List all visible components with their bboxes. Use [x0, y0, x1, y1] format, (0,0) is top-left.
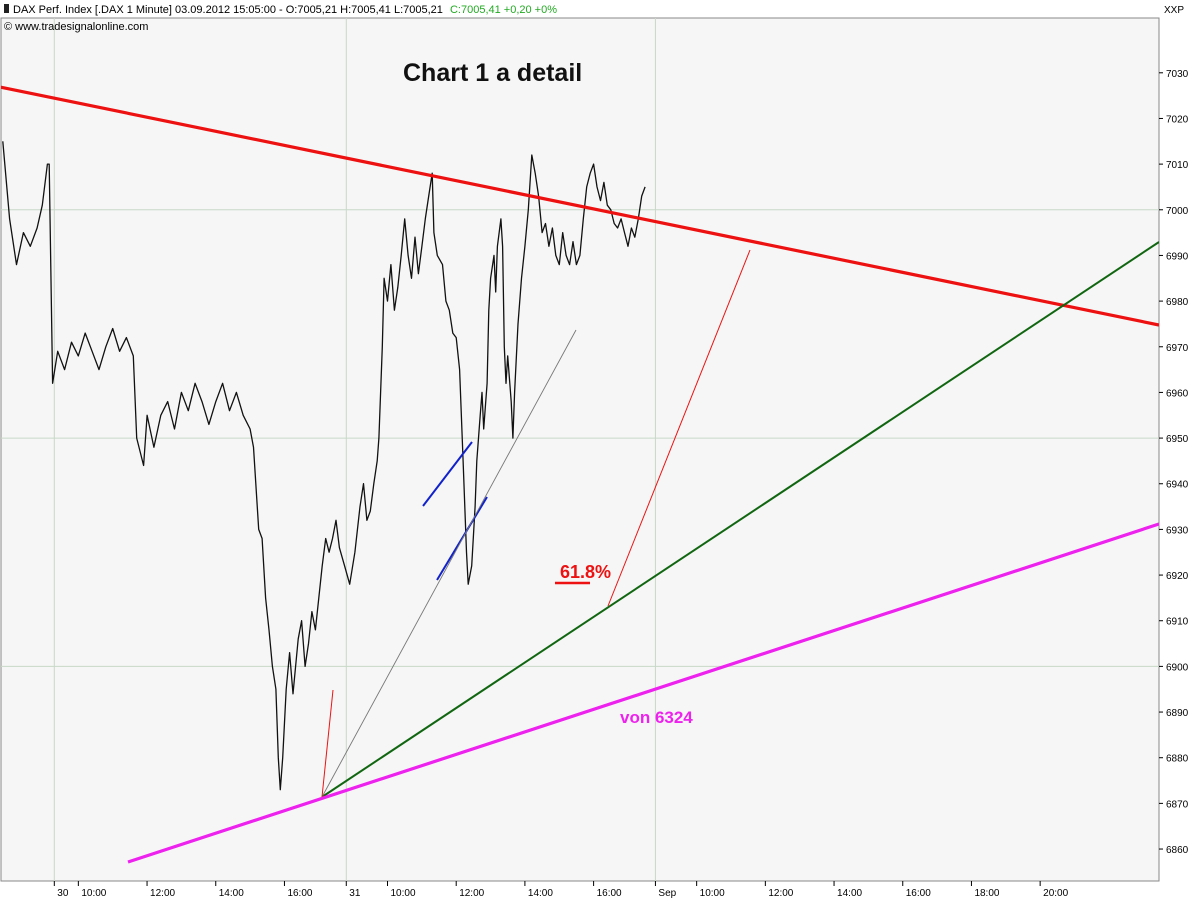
y-tick-label-6990: 6990: [1166, 251, 1189, 262]
x-tick-label-2: 12:00: [150, 888, 175, 899]
x-tick-label-8: 14:00: [528, 888, 553, 899]
y-tick-label-6950: 6950: [1166, 434, 1189, 445]
red-spike-line: [321, 689, 334, 798]
gray-connector-line: [321, 329, 577, 798]
green-uptrend-line: [321, 241, 1159, 798]
fib-618-label: 61.8%: [560, 562, 611, 582]
x-tick-label-16: 20:00: [1043, 888, 1068, 899]
price-series-layer: [2, 141, 646, 791]
resistance-trendline: [1, 85, 1159, 327]
y-tick-label-6860: 6860: [1166, 845, 1189, 856]
x-tick-label-14: 16:00: [906, 888, 931, 899]
y-tick-label-6880: 6880: [1166, 754, 1189, 765]
y-tick-label-6900: 6900: [1166, 662, 1189, 673]
x-tick-label-3: 14:00: [219, 888, 244, 899]
y-tick-label-6890: 6890: [1166, 708, 1189, 719]
y-tick-label-6870: 6870: [1166, 799, 1189, 810]
x-tick-label-11: 10:00: [700, 888, 725, 899]
x-tick-label-15: 18:00: [974, 888, 999, 899]
x-tick-label-5: 31: [349, 888, 361, 899]
y-tick-label-7020: 7020: [1166, 114, 1189, 125]
y-tick-label-7030: 7030: [1166, 69, 1189, 80]
von-6324-label: von 6324: [620, 708, 693, 727]
y-tick-label-6910: 6910: [1166, 617, 1189, 628]
x-tick-label-10: Sep: [658, 888, 676, 899]
x-tick-label-0: 30: [57, 888, 69, 899]
gridlines: [1, 18, 1159, 881]
header-source: © www.tradesignalonline.com: [4, 21, 148, 33]
x-tick-label-4: 16:00: [287, 888, 312, 899]
instrument-marker: [4, 4, 9, 13]
blue-channel-upper: [422, 441, 473, 507]
y-tick-label-6980: 6980: [1166, 297, 1189, 308]
price-series-line: [2, 141, 646, 791]
y-tick-label-6920: 6920: [1166, 571, 1189, 582]
x-tick-label-6: 10:00: [391, 888, 416, 899]
header-instrument: DAX Perf. Index [.DAX 1 Minute] 03.09.20…: [13, 4, 557, 16]
y-tick-label-6930: 6930: [1166, 525, 1189, 536]
x-tick-label-13: 14:00: [837, 888, 862, 899]
y-tick-label-7010: 7010: [1166, 160, 1189, 171]
x-tick-label-1: 10:00: [81, 888, 106, 899]
chart-title: Chart 1 a detail: [403, 59, 582, 87]
y-tick-label-6970: 6970: [1166, 343, 1189, 354]
y-tick-label-6940: 6940: [1166, 480, 1189, 491]
plot-background: [0, 17, 1160, 882]
magenta-uptrend-line: [127, 522, 1159, 864]
y-tick-label-7000: 7000: [1166, 206, 1189, 217]
blue-channel-lower: [436, 496, 488, 581]
y-axis: 6860 6870 6880 6890 6900 6910 6920 6930 6940 6950…: [1159, 69, 1189, 856]
x-tick-label-12: 12:00: [768, 888, 793, 899]
x-tick-label-9: 16:00: [597, 888, 622, 899]
y-tick-label-6960: 6960: [1166, 388, 1189, 399]
trendline-layer: [1, 85, 1159, 864]
axis-code: XXP: [1164, 5, 1184, 16]
red-retrace-line: [607, 249, 751, 607]
x-tick-label-7: 12:00: [459, 888, 484, 899]
x-axis: 30 10:00 12:00 14:00 16:00 31 10:00 12:00 14:00 1…: [53, 881, 1069, 899]
